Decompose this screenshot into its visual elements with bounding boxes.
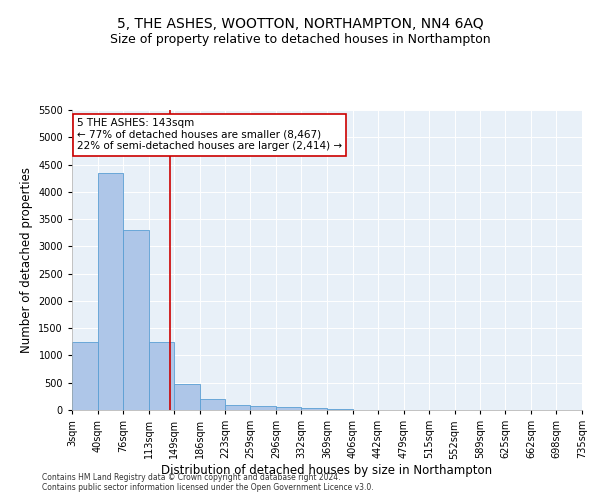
Y-axis label: Number of detached properties: Number of detached properties	[20, 167, 32, 353]
Text: 5 THE ASHES: 143sqm
← 77% of detached houses are smaller (8,467)
22% of semi-det: 5 THE ASHES: 143sqm ← 77% of detached ho…	[77, 118, 342, 152]
Text: Size of property relative to detached houses in Northampton: Size of property relative to detached ho…	[110, 32, 490, 46]
Text: Contains HM Land Registry data © Crown copyright and database right 2024.: Contains HM Land Registry data © Crown c…	[42, 474, 341, 482]
Bar	[250, 406, 276, 410]
Bar	[174, 384, 199, 410]
X-axis label: Distribution of detached houses by size in Northampton: Distribution of detached houses by size …	[161, 464, 493, 477]
Bar	[72, 342, 98, 410]
Bar	[199, 399, 225, 410]
Bar	[276, 407, 301, 410]
Bar	[149, 342, 174, 410]
Bar	[225, 405, 250, 410]
Text: Contains public sector information licensed under the Open Government Licence v3: Contains public sector information licen…	[42, 484, 374, 492]
Bar	[301, 408, 327, 410]
Bar	[123, 230, 149, 410]
Bar	[98, 172, 123, 410]
Text: 5, THE ASHES, WOOTTON, NORTHAMPTON, NN4 6AQ: 5, THE ASHES, WOOTTON, NORTHAMPTON, NN4 …	[116, 18, 484, 32]
